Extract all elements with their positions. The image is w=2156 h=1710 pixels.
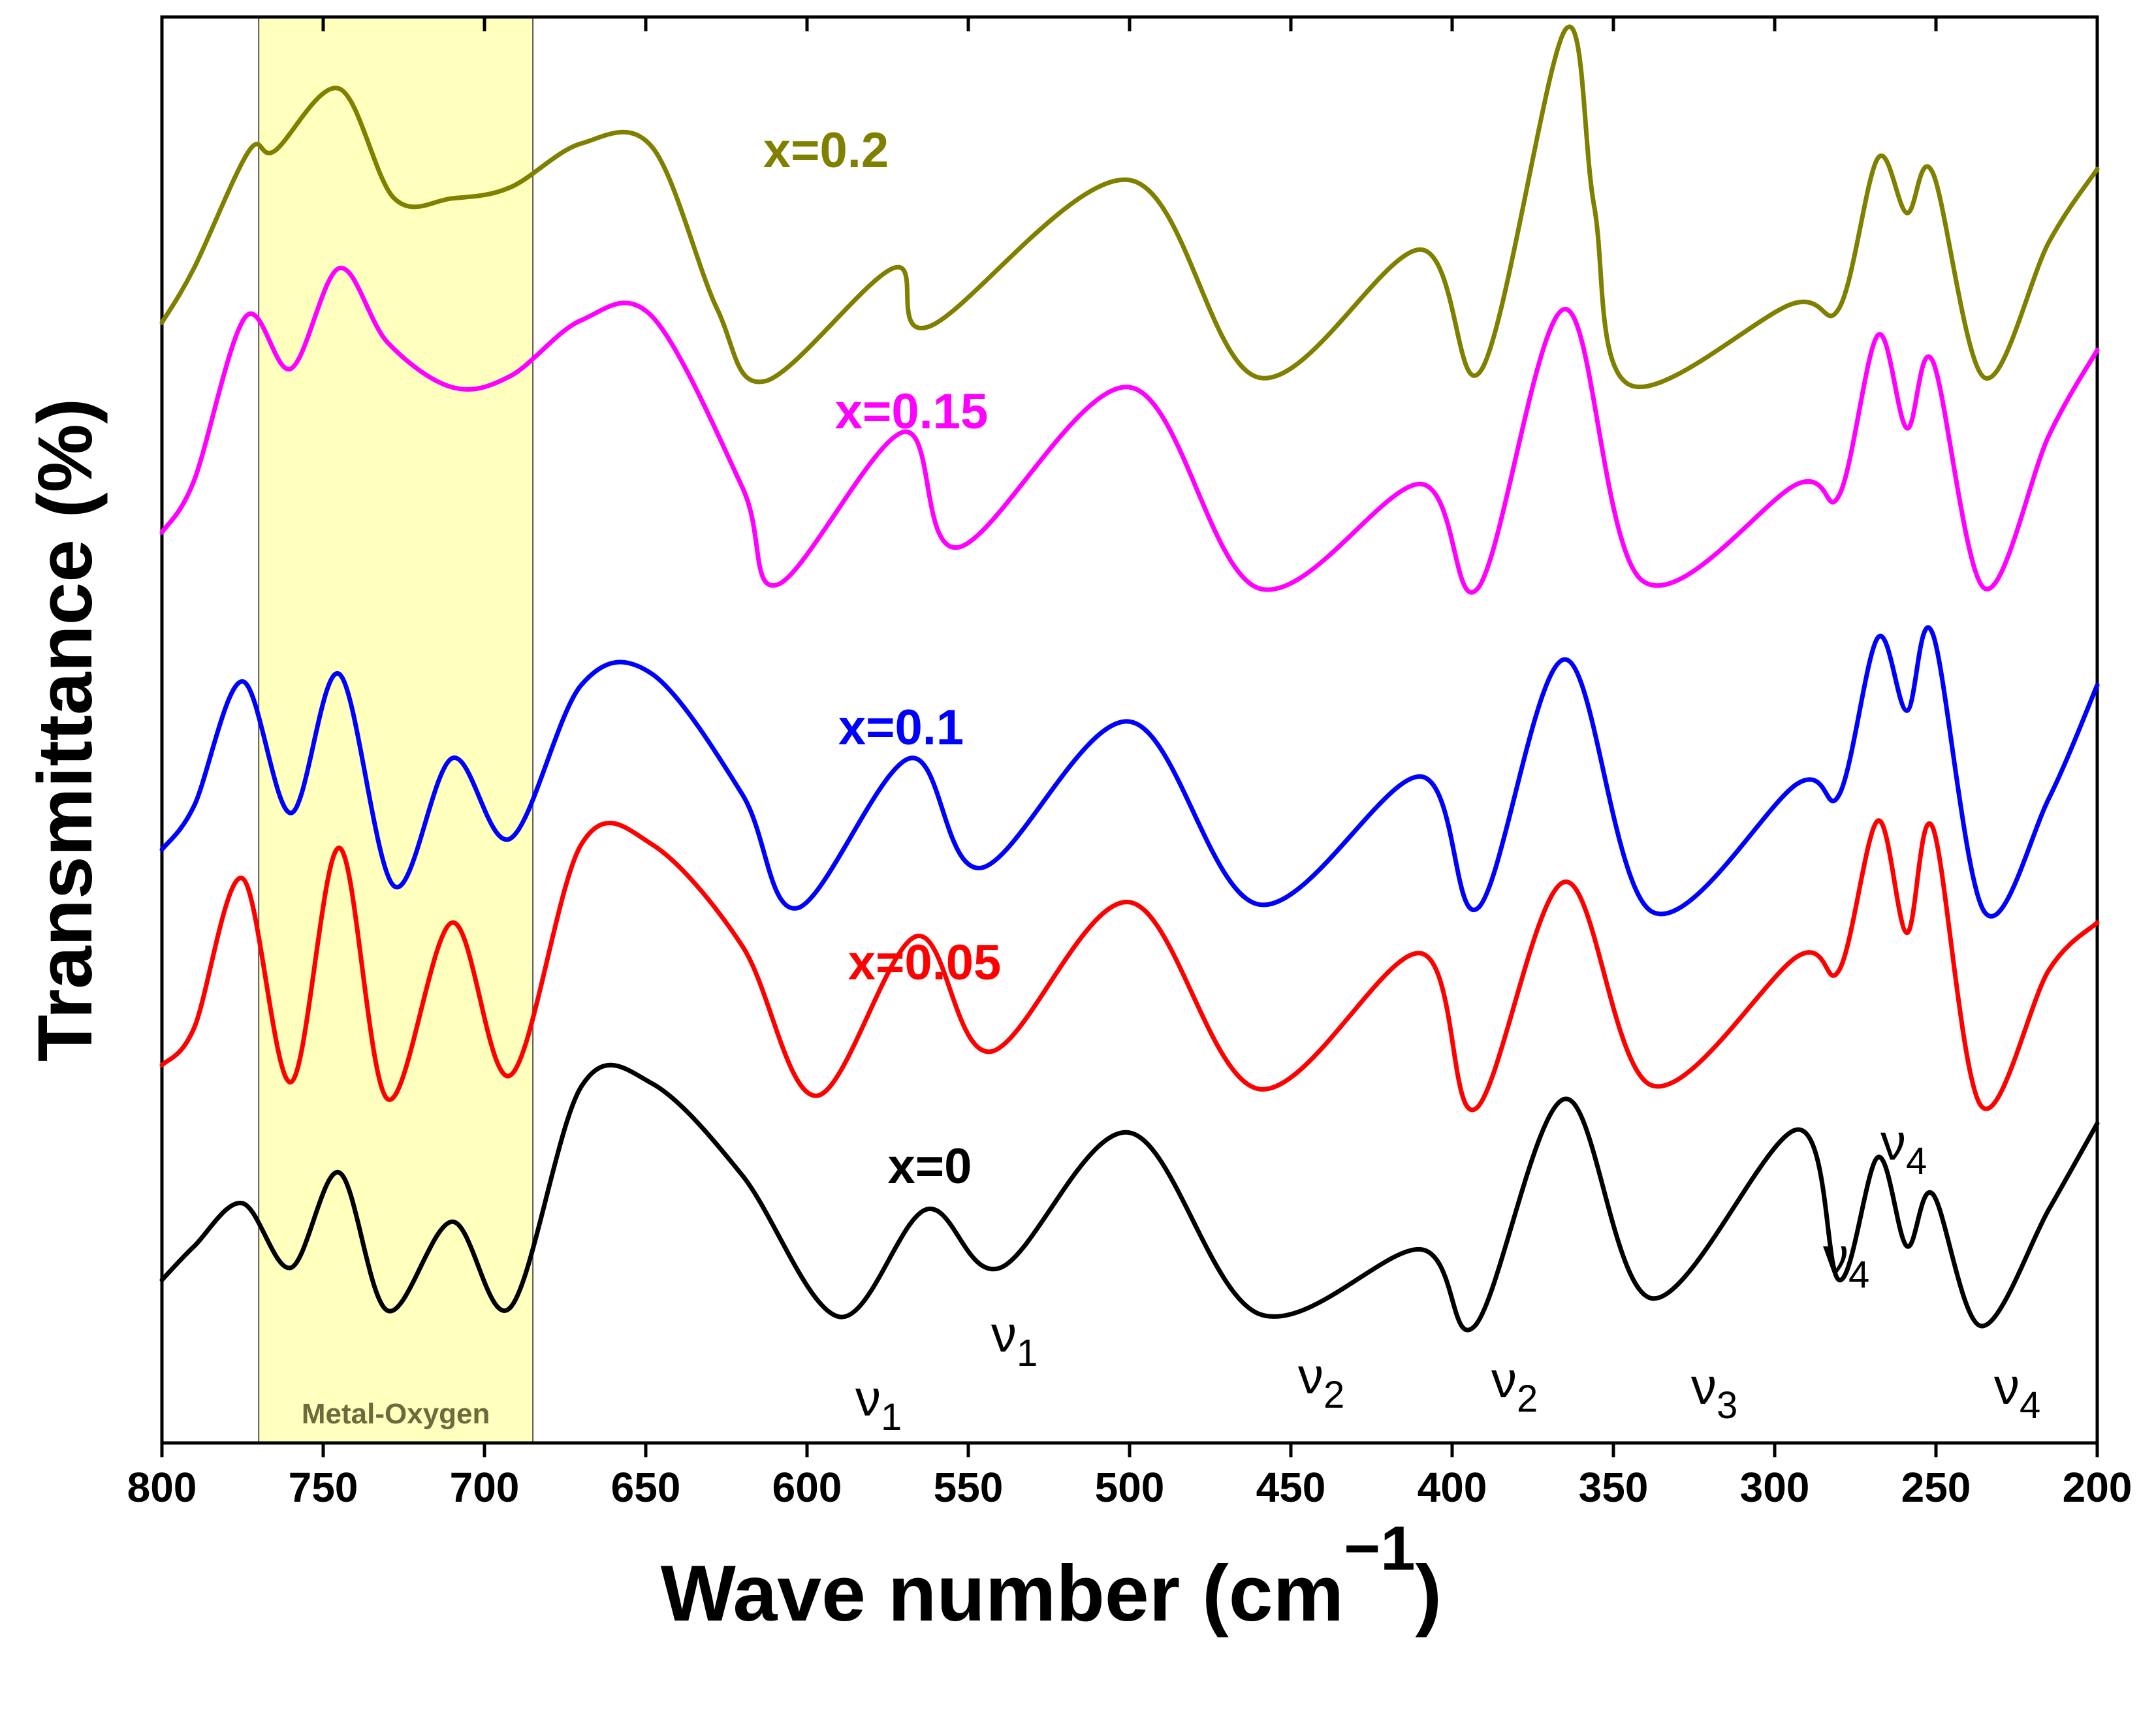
y-axis-title: Transmittance (%): [22, 398, 108, 1062]
annotation-nu1-b: ν1: [991, 1305, 1038, 1374]
annotation-nu4-b: ν4: [1880, 1113, 1927, 1182]
annotation-nu2-a: ν2: [1298, 1347, 1344, 1416]
x-tick-label: 700: [450, 1464, 520, 1511]
series-line-x=0.1: [159, 625, 2100, 919]
series-line-x=0.05: [159, 818, 2100, 1113]
x-tick-label: 300: [1740, 1464, 1810, 1511]
x-axis-ticks: 800 750 700 650 600 550 500 450 400 350 300 250 200: [127, 17, 2132, 1511]
annotation-nu1-a: ν1: [855, 1369, 902, 1438]
x-tick-label: 800: [127, 1464, 197, 1511]
metal-oxygen-band: [258, 16, 534, 1444]
x-tick-label: 200: [2063, 1464, 2132, 1511]
x-tick-label: 250: [1901, 1464, 1971, 1511]
x-tick-label: 550: [934, 1464, 1004, 1511]
annotation-nu4-a: ν4: [1823, 1227, 1869, 1296]
x-tick-label: 350: [1579, 1464, 1649, 1511]
series-line-x=0: [159, 1062, 2100, 1333]
annotation-nu3: ν3: [1691, 1357, 1737, 1427]
annotation-nu4-c: ν4: [1994, 1357, 2040, 1427]
metal-oxygen-label: Metal-Oxygen: [302, 1398, 490, 1430]
series-line-x=0.2: [159, 24, 2100, 389]
series-label-x0.1: x=0.1: [838, 700, 964, 755]
series-layer: [159, 24, 2100, 1333]
x-axis-title: Wave number (cm−1): [661, 1513, 1442, 1638]
series-line-x=0.15: [159, 266, 2100, 595]
x-tick-label: 600: [772, 1464, 842, 1511]
x-tick-label: 750: [289, 1464, 358, 1511]
series-label-x0: x=0: [888, 1139, 972, 1194]
series-label-x0.2: x=0.2: [763, 123, 889, 178]
series-label-x0.15: x=0.15: [835, 384, 989, 439]
x-tick-label: 500: [1095, 1464, 1165, 1511]
annotation-nu2-b: ν2: [1491, 1351, 1538, 1420]
x-tick-label: 650: [611, 1464, 681, 1511]
series-label-x0.05: x=0.05: [848, 935, 1002, 990]
x-tick-label: 450: [1256, 1464, 1326, 1511]
x-tick-label: 400: [1418, 1464, 1487, 1511]
